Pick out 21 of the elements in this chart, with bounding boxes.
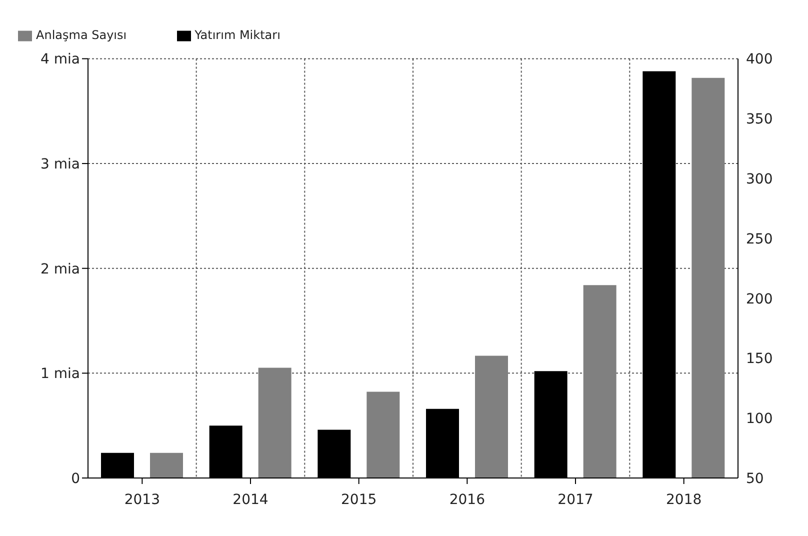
y-tick-label: 0 xyxy=(71,470,80,487)
y-tick-label: 3 mia xyxy=(40,156,80,173)
x-tick-label: 2018 xyxy=(666,492,702,508)
x-tick-label: 2017 xyxy=(558,492,594,508)
x-tick-label: 2013 xyxy=(124,492,160,508)
x-tick-label: 2015 xyxy=(341,492,377,508)
legend-label: Anlaşma Sayısı xyxy=(36,28,127,42)
y2-tick-label: 350 xyxy=(746,112,773,128)
y2-tick-label: 50 xyxy=(746,470,764,487)
y2-tick-label: 400 xyxy=(746,52,773,68)
y-tick-label: 2 mia xyxy=(40,261,80,278)
x-tick-label: 2014 xyxy=(232,492,268,508)
legend-label: Yatırım Miktarı xyxy=(194,28,280,42)
y2-tick-label: 300 xyxy=(746,171,773,188)
y2-tick-label: 100 xyxy=(746,411,773,428)
x-tick-label: 2016 xyxy=(449,492,486,508)
y2-tick-label: 250 xyxy=(746,231,773,248)
y2-tick-label: 200 xyxy=(746,291,773,308)
y-tick-label: 1 mia xyxy=(40,366,80,382)
y-tick-label: 4 mia xyxy=(40,52,80,68)
y2-tick-label: 150 xyxy=(746,351,773,368)
